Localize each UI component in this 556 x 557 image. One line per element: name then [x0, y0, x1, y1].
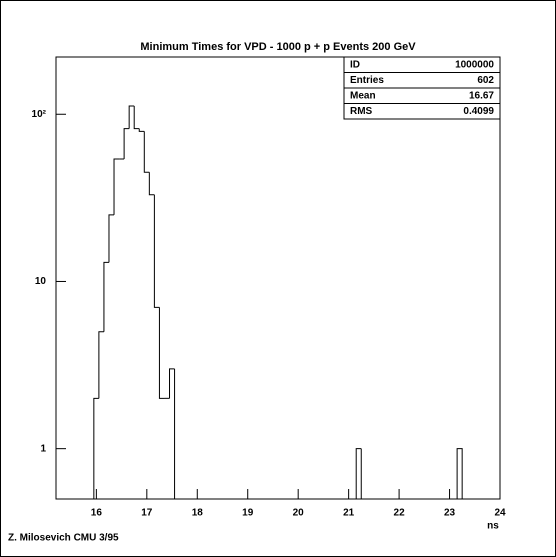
- histogram-bin: [103, 261, 109, 332]
- x-axis-label: ns: [487, 521, 499, 532]
- histogram-bin: [355, 448, 362, 499]
- histogram-bin: [158, 307, 165, 399]
- histogram-bin: [128, 105, 135, 129]
- stats-value: 0.4099: [463, 106, 494, 117]
- stats-value: 602: [477, 75, 494, 86]
- x-tick-label: 21: [343, 508, 355, 519]
- stats-value: 1000000: [455, 59, 494, 70]
- y-tick-label: 10²: [32, 109, 47, 120]
- x-tick-label: 23: [444, 508, 456, 519]
- y-tick-label: 1: [40, 443, 46, 454]
- stats-label: RMS: [350, 106, 373, 117]
- histogram-bin: [93, 397, 99, 499]
- histogram-bin: [174, 368, 357, 500]
- stats-label: Mean: [350, 90, 376, 101]
- x-tick-label: 22: [394, 508, 406, 519]
- stats-label: ID: [350, 59, 360, 70]
- histogram-bin: [123, 128, 130, 159]
- histogram-bin: [360, 448, 458, 500]
- chart-title: Minimum Times for VPD - 1000 p + p Event…: [140, 41, 416, 53]
- histogram-bin: [153, 194, 160, 308]
- histogram-bin: [113, 158, 120, 215]
- x-tick-label: 20: [293, 508, 305, 519]
- x-tick-label: 16: [91, 508, 103, 519]
- x-tick-label: 24: [494, 508, 506, 519]
- x-tick-label: 17: [141, 508, 153, 519]
- footer: Z. Milosevich CMU 3/95: [8, 533, 119, 544]
- histogram-bin: [108, 214, 115, 263]
- stats-label: Entries: [350, 75, 384, 86]
- histogram-bin: [148, 172, 155, 196]
- x-tick-label: 19: [242, 508, 254, 519]
- histogram-bin: [133, 106, 140, 130]
- histogram-bin: [98, 331, 104, 399]
- x-tick-label: 18: [192, 508, 204, 519]
- histogram-bin: [169, 368, 175, 399]
- histogram-bin: [456, 448, 463, 499]
- y-tick-label: 10: [35, 276, 47, 287]
- stats-value: 16.67: [469, 90, 494, 101]
- histogram-bin: [143, 131, 150, 173]
- histogram-bin: [138, 128, 145, 132]
